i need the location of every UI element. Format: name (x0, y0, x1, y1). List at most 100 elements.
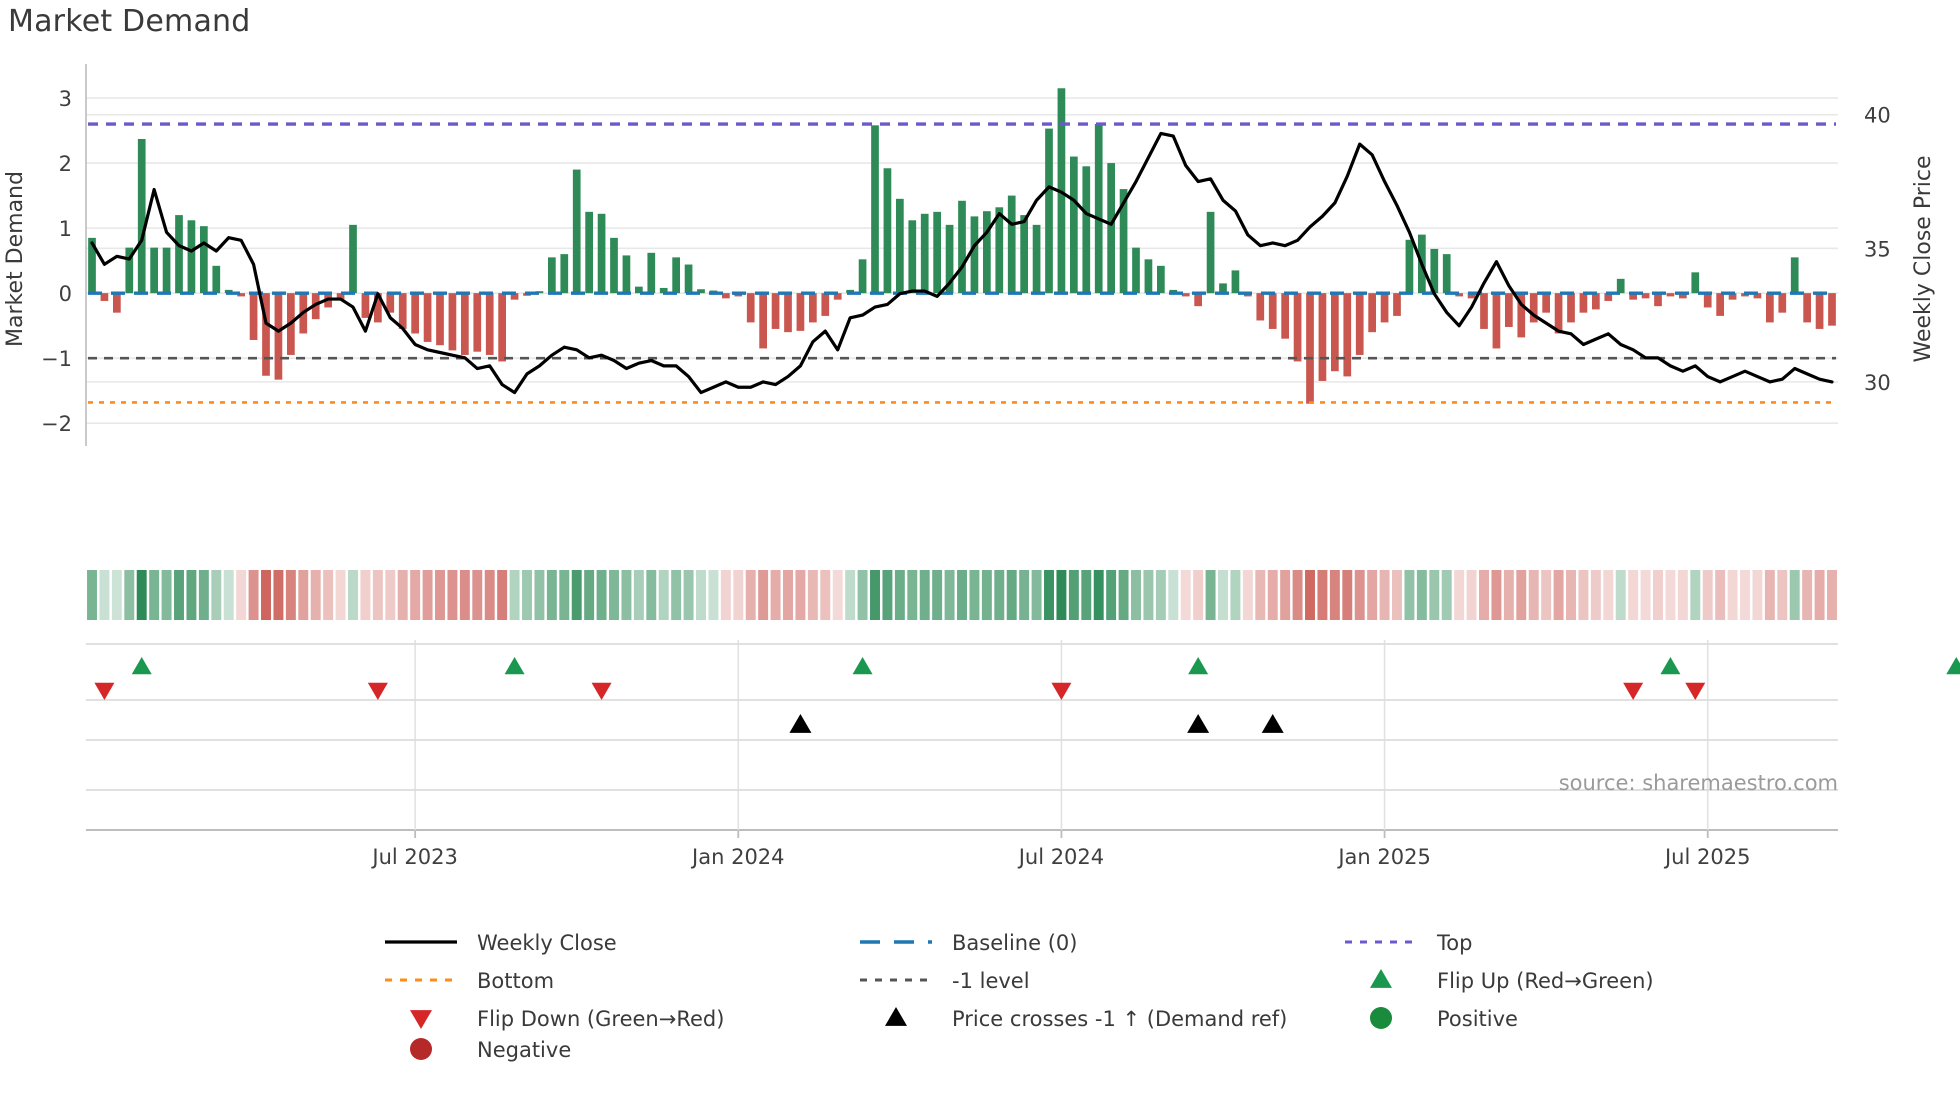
legend-item-label: Price crosses -1 ↑ (Demand ref) (952, 1007, 1287, 1031)
legend-item[interactable]: Flip Down (Green→Red) (410, 1007, 724, 1031)
left-axis-title: Market Demand (3, 171, 28, 347)
demand-bar-negative (448, 293, 457, 351)
heatmap-strip-cell (397, 570, 408, 620)
demand-bar-negative (833, 293, 842, 300)
heatmap-strip-cell (658, 570, 669, 620)
heatmap-strip-cell (745, 570, 756, 620)
heatmap-strip-cell (857, 570, 868, 620)
axes-layer: 3 2 1 0 −1 −2 40 35 30 Market Demand Weekly Close … (3, 64, 1936, 869)
heatmap-strip-cell (1516, 570, 1527, 620)
heatmap-strip-cell (335, 570, 346, 620)
heatmap-strip-cell (1143, 570, 1154, 620)
demand-bar-negative (249, 293, 258, 340)
demand-bar-positive (349, 224, 357, 294)
legend-item[interactable]: Positive (1370, 1007, 1518, 1031)
legend-item[interactable]: Flip Up (Red→Green) (1370, 969, 1654, 993)
heatmap-strip-cell (1491, 570, 1502, 620)
heatmap-strip-cell (385, 570, 396, 620)
heatmap-strip-cell (1764, 570, 1775, 620)
legend-item[interactable]: Baseline (0) (860, 931, 1077, 955)
demand-bar-positive (983, 211, 991, 294)
demand-bar-positive (647, 252, 656, 294)
heatmap-strip-cell (994, 570, 1005, 620)
demand-bar-negative (1641, 293, 1650, 299)
demand-bar-positive (896, 198, 904, 294)
demand-bar-negative (771, 293, 780, 329)
heatmap-strip-cell (1280, 570, 1291, 620)
heatmap-strip-cell (1752, 570, 1763, 620)
heatmap-strip-cell (1044, 570, 1054, 620)
legend-swatch-triangle-up (1370, 969, 1392, 988)
demand-bar-positive (883, 168, 892, 294)
demand-bar-positive (200, 226, 208, 294)
demand-bar-negative (1393, 293, 1401, 316)
demand-bar-negative (1293, 293, 1302, 362)
demand-bar-positive (958, 200, 966, 294)
heatmap-strip-cell (1255, 570, 1266, 620)
demand-bar-positive (1157, 265, 1165, 294)
demand-bar-negative (1828, 293, 1836, 326)
demand-bar-positive (1119, 189, 1128, 294)
demand-bar-negative (1716, 293, 1724, 316)
legend-item-label: Flip Down (Green→Red) (477, 1007, 724, 1031)
heatmap-strip-cell (1528, 570, 1539, 620)
demand-bar-negative (1343, 293, 1352, 377)
heatmap-strip-cell (1690, 570, 1701, 620)
legend-item[interactable]: Price crosses -1 ↑ (Demand ref) (885, 1007, 1287, 1031)
demand-bar-positive (970, 216, 979, 294)
heatmap-strip-cell (1230, 570, 1241, 620)
heatmap-strip-cell (174, 570, 184, 620)
demand-bar-positive (1691, 272, 1700, 294)
weekly-close-line-layer (90, 131, 1834, 395)
demand-bar-negative (1604, 293, 1613, 301)
heatmap-strip-cell (534, 570, 545, 620)
heatmap-strip-cell (1454, 570, 1465, 620)
demand-bar-positive (1430, 248, 1439, 294)
heatmap-strip-cell (1354, 570, 1365, 620)
demand-bar-negative (1492, 293, 1501, 349)
demand-bar-positive (871, 125, 879, 294)
legend-item[interactable]: -1 level (860, 969, 1030, 993)
heatmap-strip-cell (285, 570, 296, 620)
demand-bar-negative (1256, 293, 1265, 321)
heatmap-strip-cell (261, 570, 271, 620)
demand-bar-positive (945, 224, 954, 294)
demand-bar-positive (610, 237, 618, 294)
legend-item[interactable]: Negative (410, 1038, 571, 1062)
demand-bar-positive (1045, 128, 1053, 294)
heatmap-strip-cell (273, 570, 284, 620)
heatmap-strip-cell (1727, 570, 1738, 620)
heatmap-strip-cell (1218, 570, 1228, 620)
demand-bar-negative (1331, 293, 1339, 372)
legend-item[interactable]: Bottom (385, 969, 554, 993)
demand-bar-negative (1281, 293, 1289, 339)
demand-bar-positive (535, 291, 544, 294)
heatmap-strip-cell (633, 570, 644, 620)
demand-bar-positive (933, 211, 941, 294)
demand-bar-negative (398, 293, 407, 329)
legend-item[interactable]: Top (1345, 931, 1472, 955)
demand-bar-positive (1616, 278, 1625, 294)
flip-up-marker (1946, 657, 1960, 675)
left-axis-tick-label: 2 (59, 152, 72, 176)
demand-bar-negative (336, 293, 345, 300)
demand-bar-negative (498, 293, 506, 362)
heatmap-strip-cell (348, 570, 358, 620)
flip-up-marker (131, 657, 152, 675)
x-axis-tick-label: Jul 2025 (1663, 845, 1750, 869)
demand-bar-negative (1778, 293, 1787, 313)
heatmap-strip-cell (1056, 570, 1067, 620)
heatmap-strip-cell (223, 570, 234, 620)
legend-item[interactable]: Weekly Close (385, 931, 617, 955)
heatmap-strip-cell (1180, 570, 1191, 620)
heatmap-strip-cell (484, 570, 495, 620)
heatmap-strip-cell (1615, 570, 1626, 620)
demand-bar-negative (237, 293, 245, 297)
heatmap-strip-cell (1106, 570, 1117, 620)
right-axis-tick-label: 30 (1864, 371, 1891, 395)
heatmap-strip-cell (161, 570, 172, 620)
heatmap-strip-cell (546, 570, 557, 620)
heatmap-strip-cell (1081, 570, 1092, 620)
flip-down-marker (1623, 682, 1644, 700)
